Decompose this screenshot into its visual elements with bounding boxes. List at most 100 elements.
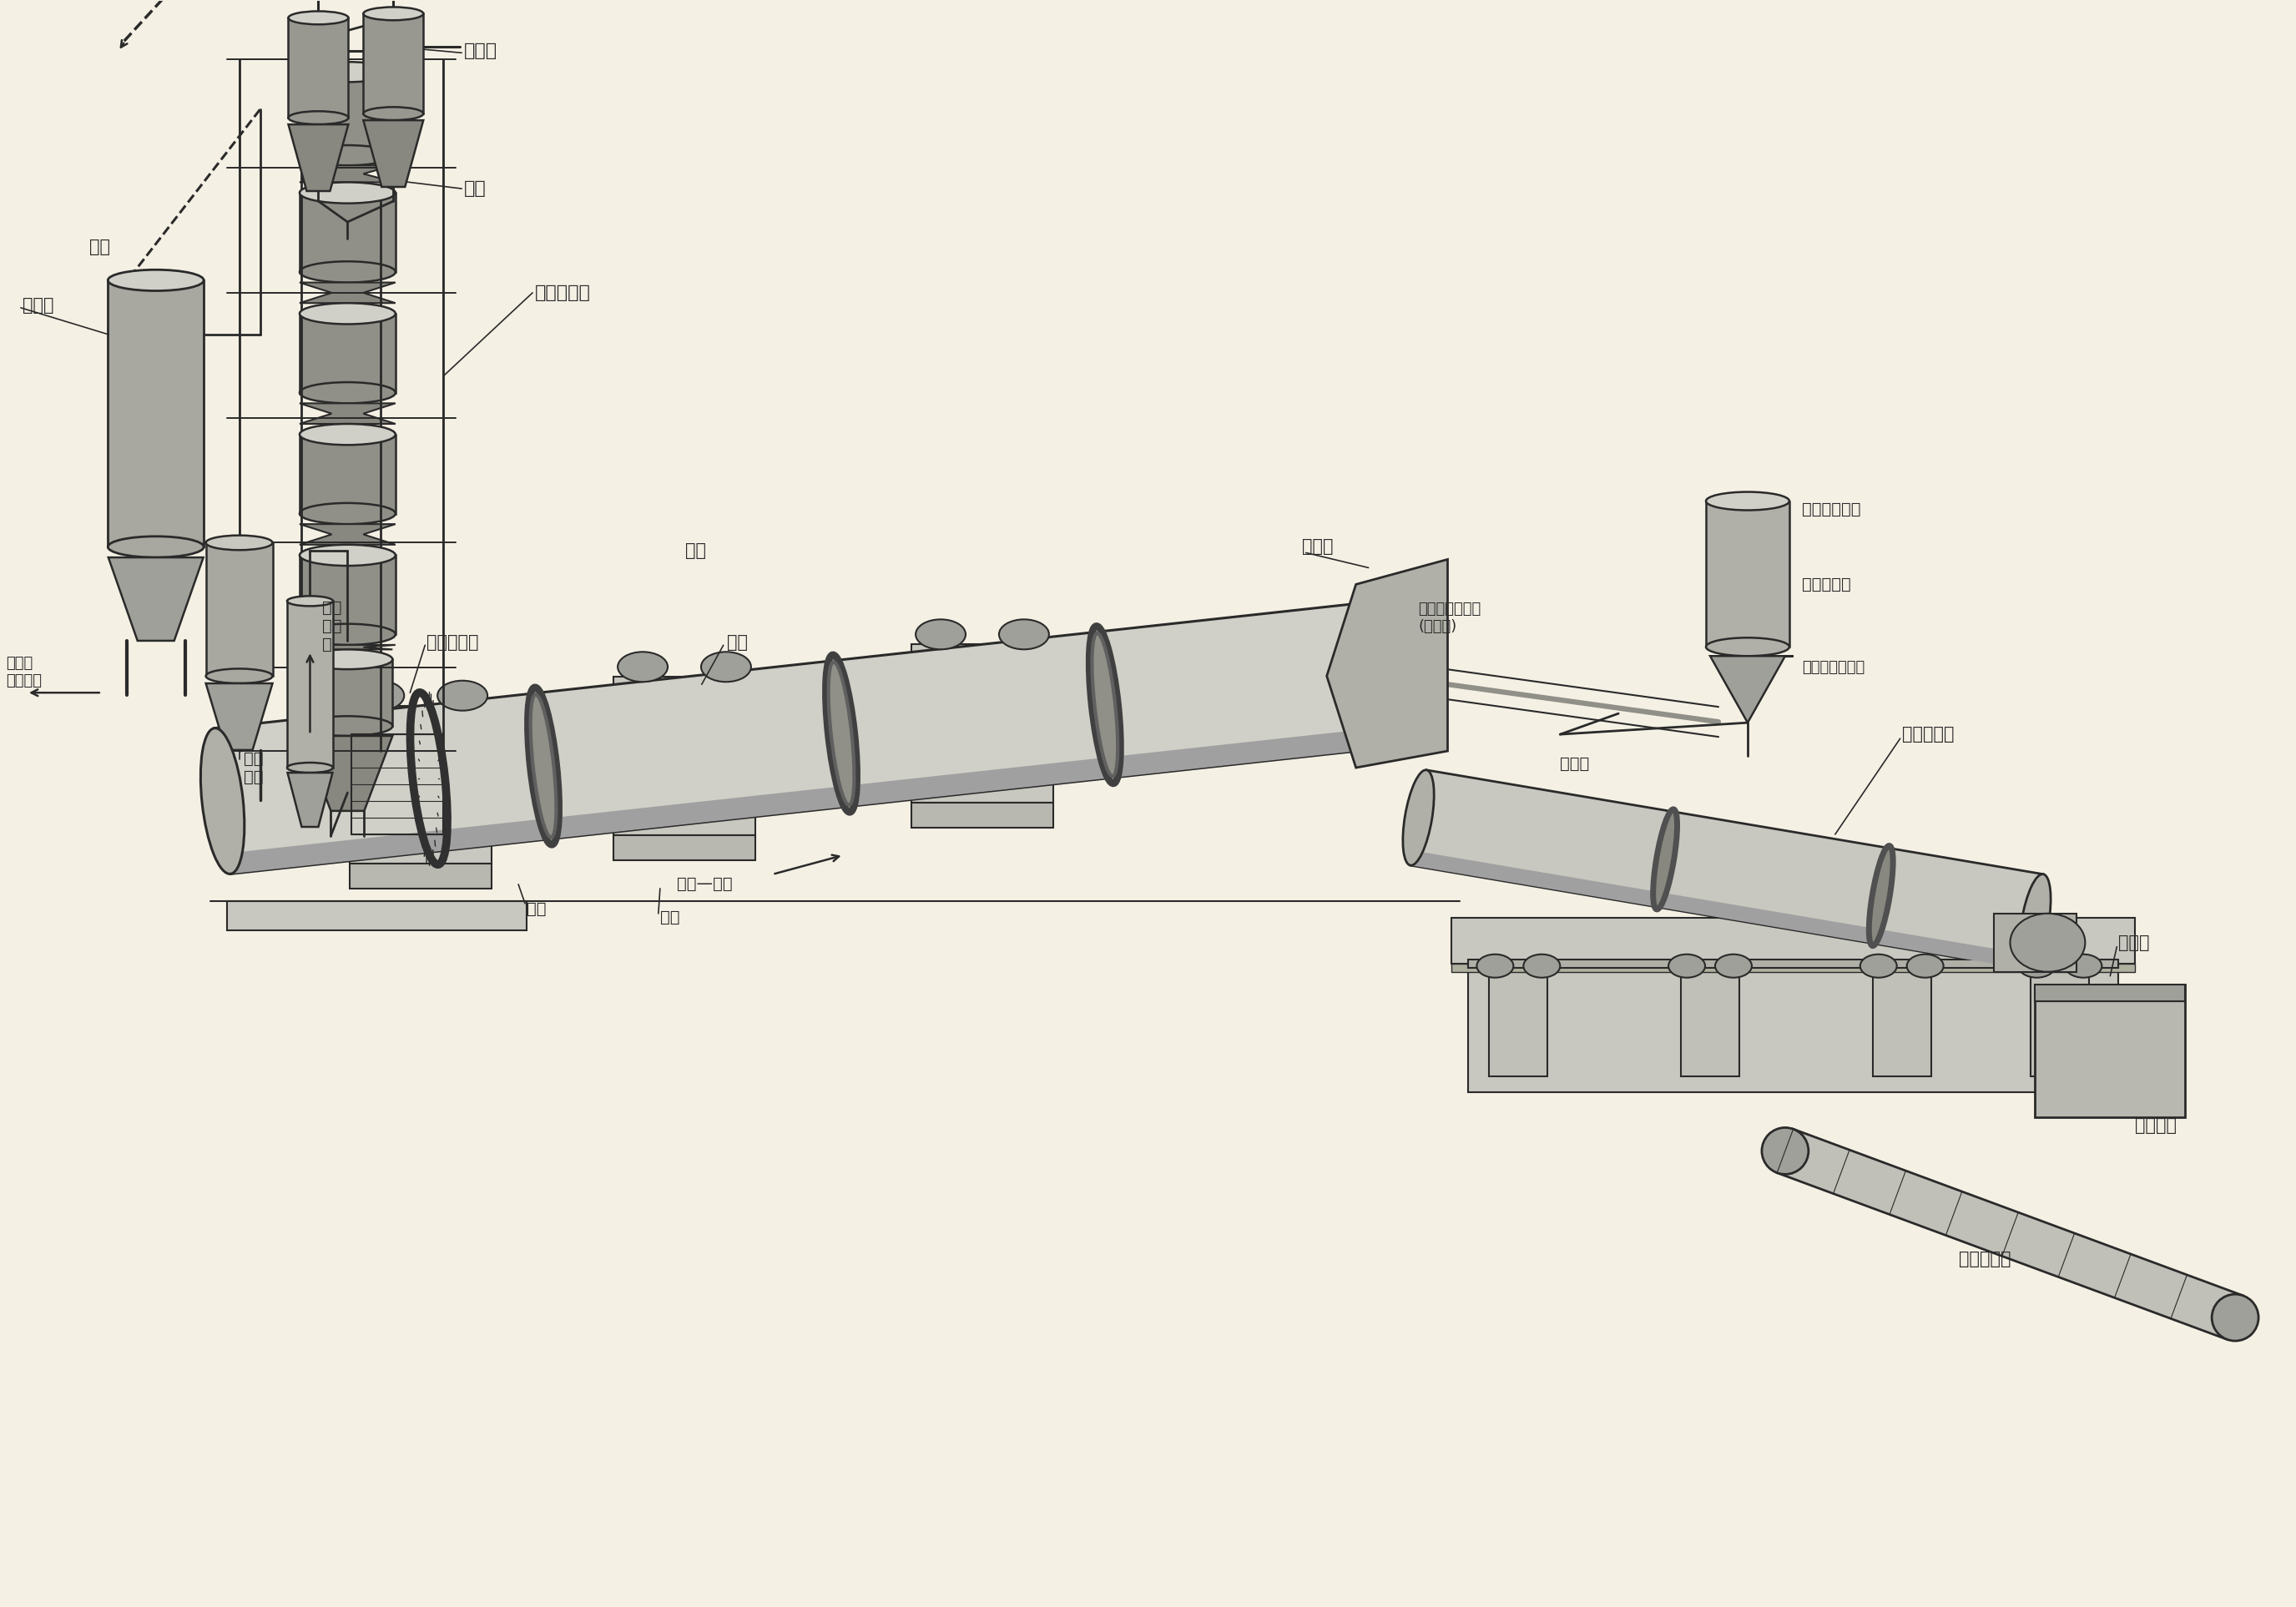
Ellipse shape	[298, 424, 395, 445]
Polygon shape	[207, 683, 273, 750]
Bar	[1706, 501, 1789, 648]
Text: 挡轮: 挡轮	[659, 910, 680, 926]
Polygon shape	[289, 124, 349, 191]
Bar	[227, 902, 526, 930]
Ellipse shape	[700, 652, 751, 681]
Text: 单管螺旋喂料机: 单管螺旋喂料机	[1802, 660, 1864, 675]
Bar	[239, 59, 443, 750]
Bar	[1469, 959, 2119, 967]
Bar	[298, 193, 395, 272]
Ellipse shape	[108, 537, 204, 558]
Polygon shape	[227, 728, 1375, 874]
Ellipse shape	[530, 694, 556, 837]
Polygon shape	[298, 403, 395, 424]
Ellipse shape	[287, 596, 333, 606]
Text: 传动大齿轮: 传动大齿轮	[427, 635, 480, 651]
Ellipse shape	[354, 681, 404, 710]
Text: 某粉来自某磨: 某粉来自某磨	[1802, 501, 1860, 517]
Text: 噧某管: 噧某管	[1559, 755, 1589, 771]
Text: 旋风筒: 旋风筒	[464, 43, 498, 59]
Ellipse shape	[298, 304, 395, 325]
Text: 立筒预热器: 立筒预热器	[535, 284, 590, 301]
Polygon shape	[214, 603, 1375, 874]
Ellipse shape	[298, 382, 395, 403]
Bar	[912, 802, 1054, 828]
Ellipse shape	[298, 262, 395, 283]
Ellipse shape	[207, 535, 273, 550]
Bar	[207, 543, 273, 677]
Ellipse shape	[301, 63, 393, 82]
Ellipse shape	[289, 111, 349, 124]
Bar	[2034, 985, 2186, 1117]
Bar	[1681, 967, 1740, 1077]
Polygon shape	[108, 558, 204, 641]
Bar	[1874, 967, 1931, 1077]
Bar	[2034, 985, 2186, 1001]
Ellipse shape	[363, 108, 422, 121]
Bar	[1490, 967, 1548, 1077]
Bar	[1451, 918, 2135, 964]
Ellipse shape	[1761, 1128, 1809, 1175]
Text: 穑体: 穑体	[684, 543, 705, 559]
Ellipse shape	[1525, 955, 1559, 977]
Bar	[303, 659, 393, 726]
Bar	[298, 313, 395, 392]
Bar	[349, 865, 491, 889]
Text: 气流: 气流	[90, 238, 110, 256]
Polygon shape	[1327, 559, 1446, 768]
Ellipse shape	[303, 717, 393, 736]
Text: 穑头罩: 穑头罩	[1302, 538, 1334, 556]
Polygon shape	[1410, 850, 2030, 969]
Text: 沉降
生料: 沉降 生料	[243, 750, 264, 784]
Ellipse shape	[1715, 955, 1752, 977]
Ellipse shape	[1476, 955, 1513, 977]
Text: 气力
提升
泵: 气力 提升 泵	[321, 599, 342, 652]
Text: 噧某管悬挂装置
(可移动): 噧某管悬挂装置 (可移动)	[1419, 601, 1481, 633]
Ellipse shape	[298, 545, 395, 566]
Ellipse shape	[301, 145, 393, 166]
Polygon shape	[298, 283, 395, 304]
Ellipse shape	[298, 624, 395, 644]
Polygon shape	[1711, 656, 1793, 723]
Ellipse shape	[827, 654, 856, 812]
Text: 气流入
电收尘器: 气流入 电收尘器	[7, 656, 41, 688]
Ellipse shape	[2064, 955, 2101, 977]
Ellipse shape	[2018, 955, 2055, 977]
Bar	[363, 13, 422, 114]
Ellipse shape	[916, 619, 967, 649]
Ellipse shape	[289, 11, 349, 24]
Ellipse shape	[618, 652, 668, 681]
Ellipse shape	[1345, 603, 1391, 749]
Ellipse shape	[439, 681, 487, 710]
Ellipse shape	[1669, 955, 1706, 977]
Bar	[298, 434, 395, 514]
Bar	[349, 705, 491, 865]
Text: 闸阀: 闸阀	[464, 180, 487, 198]
Text: 增湿塔: 增湿塔	[23, 297, 53, 313]
Text: 托轮: 托轮	[526, 902, 546, 918]
Text: 轮带: 轮带	[728, 635, 748, 651]
Bar	[287, 601, 333, 768]
Ellipse shape	[1869, 845, 1892, 947]
Polygon shape	[363, 121, 422, 186]
Text: 物料—气流: 物料—气流	[677, 876, 732, 892]
Text: 单筒冷却机: 单筒冷却机	[1901, 726, 1954, 742]
Ellipse shape	[363, 6, 422, 21]
Ellipse shape	[1706, 492, 1789, 511]
Ellipse shape	[1093, 633, 1118, 776]
Ellipse shape	[528, 688, 558, 845]
Ellipse shape	[1906, 955, 1942, 977]
Bar	[301, 72, 393, 156]
Ellipse shape	[207, 669, 273, 683]
Bar	[2032, 967, 2089, 1077]
Ellipse shape	[2011, 913, 2085, 972]
Polygon shape	[1777, 1130, 2243, 1340]
Ellipse shape	[298, 182, 395, 204]
Bar	[298, 554, 395, 635]
Ellipse shape	[287, 763, 333, 773]
Ellipse shape	[1860, 955, 1896, 977]
Ellipse shape	[2020, 874, 2050, 969]
Ellipse shape	[999, 619, 1049, 649]
Text: 热料入库: 热料入库	[2135, 1117, 2177, 1135]
Ellipse shape	[1706, 638, 1789, 656]
